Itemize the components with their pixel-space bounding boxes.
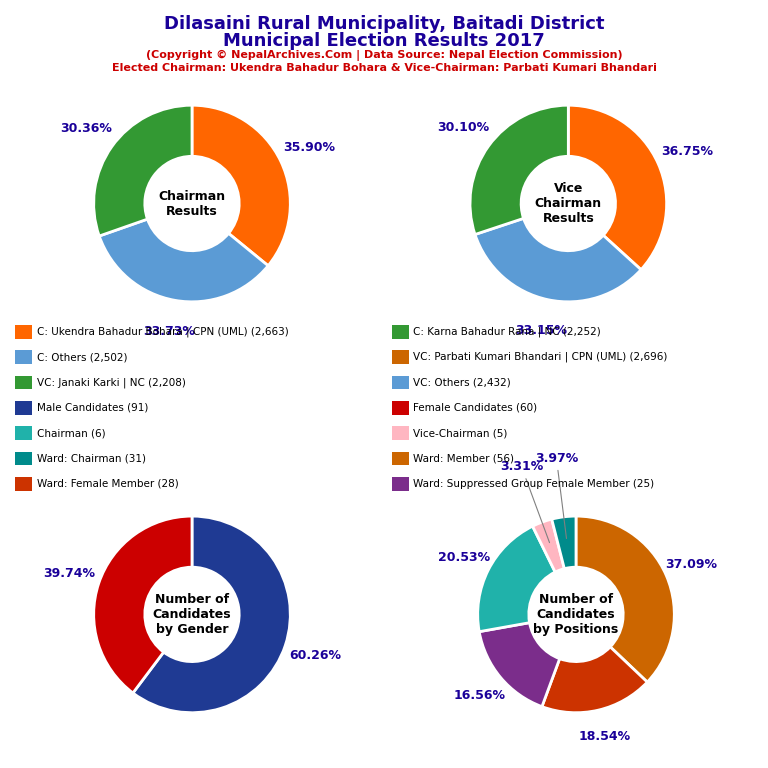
Text: 60.26%: 60.26% — [289, 649, 341, 662]
Wedge shape — [470, 105, 568, 234]
Text: Number of
Candidates
by Gender: Number of Candidates by Gender — [153, 593, 231, 636]
Wedge shape — [133, 516, 290, 713]
Text: VC: Others (2,432): VC: Others (2,432) — [413, 377, 511, 388]
Text: Municipal Election Results 2017: Municipal Election Results 2017 — [223, 32, 545, 50]
Text: 20.53%: 20.53% — [438, 551, 490, 564]
Text: 39.74%: 39.74% — [43, 567, 95, 580]
Text: Dilasaini Rural Municipality, Baitadi District: Dilasaini Rural Municipality, Baitadi Di… — [164, 15, 604, 33]
Text: Ward: Chairman (31): Ward: Chairman (31) — [37, 453, 146, 464]
Wedge shape — [551, 516, 576, 568]
Text: 33.73%: 33.73% — [144, 325, 196, 338]
Text: (Copyright © NepalArchives.Com | Data Source: Nepal Election Commission): (Copyright © NepalArchives.Com | Data So… — [146, 50, 622, 61]
Text: 30.10%: 30.10% — [437, 121, 489, 134]
Text: Ward: Member (56): Ward: Member (56) — [413, 453, 515, 464]
Text: 3.97%: 3.97% — [535, 452, 578, 538]
Text: C: Karna Bahadur Rana | NC (2,252): C: Karna Bahadur Rana | NC (2,252) — [413, 326, 601, 337]
Wedge shape — [94, 516, 192, 693]
Text: VC: Parbati Kumari Bhandari | CPN (UML) (2,696): VC: Parbati Kumari Bhandari | CPN (UML) … — [413, 352, 667, 362]
Text: Elected Chairman: Ukendra Bahadur Bohara & Vice-Chairman: Parbati Kumari Bhandar: Elected Chairman: Ukendra Bahadur Bohara… — [111, 63, 657, 73]
Wedge shape — [99, 219, 268, 302]
Wedge shape — [478, 526, 555, 631]
Text: 36.75%: 36.75% — [661, 144, 713, 157]
Text: 33.15%: 33.15% — [515, 324, 568, 337]
Text: 30.36%: 30.36% — [60, 122, 112, 135]
Text: C: Ukendra Bahadur Bohara | CPN (UML) (2,663): C: Ukendra Bahadur Bohara | CPN (UML) (2… — [37, 326, 289, 337]
Text: C: Others (2,502): C: Others (2,502) — [37, 352, 127, 362]
Wedge shape — [479, 623, 560, 707]
Text: Number of
Candidates
by Positions: Number of Candidates by Positions — [533, 593, 619, 636]
Wedge shape — [542, 647, 647, 713]
Text: Male Candidates (91): Male Candidates (91) — [37, 402, 148, 413]
Text: VC: Janaki Karki | NC (2,208): VC: Janaki Karki | NC (2,208) — [37, 377, 186, 388]
Wedge shape — [192, 105, 290, 266]
Wedge shape — [568, 105, 667, 270]
Text: 37.09%: 37.09% — [666, 558, 717, 571]
Text: Ward: Suppressed Group Female Member (25): Ward: Suppressed Group Female Member (25… — [413, 478, 654, 489]
Wedge shape — [532, 519, 564, 572]
Wedge shape — [94, 105, 192, 236]
Wedge shape — [576, 516, 674, 682]
Text: Female Candidates (60): Female Candidates (60) — [413, 402, 538, 413]
Text: Ward: Female Member (28): Ward: Female Member (28) — [37, 478, 179, 489]
Text: 16.56%: 16.56% — [453, 689, 505, 702]
Text: Vice
Chairman
Results: Vice Chairman Results — [535, 182, 602, 225]
Text: Vice-Chairman (5): Vice-Chairman (5) — [413, 428, 508, 439]
Wedge shape — [475, 218, 641, 302]
Text: 18.54%: 18.54% — [578, 730, 631, 743]
Text: 35.90%: 35.90% — [283, 141, 336, 154]
Text: Chairman
Results: Chairman Results — [158, 190, 226, 217]
Text: 3.31%: 3.31% — [500, 460, 550, 543]
Text: Chairman (6): Chairman (6) — [37, 428, 105, 439]
